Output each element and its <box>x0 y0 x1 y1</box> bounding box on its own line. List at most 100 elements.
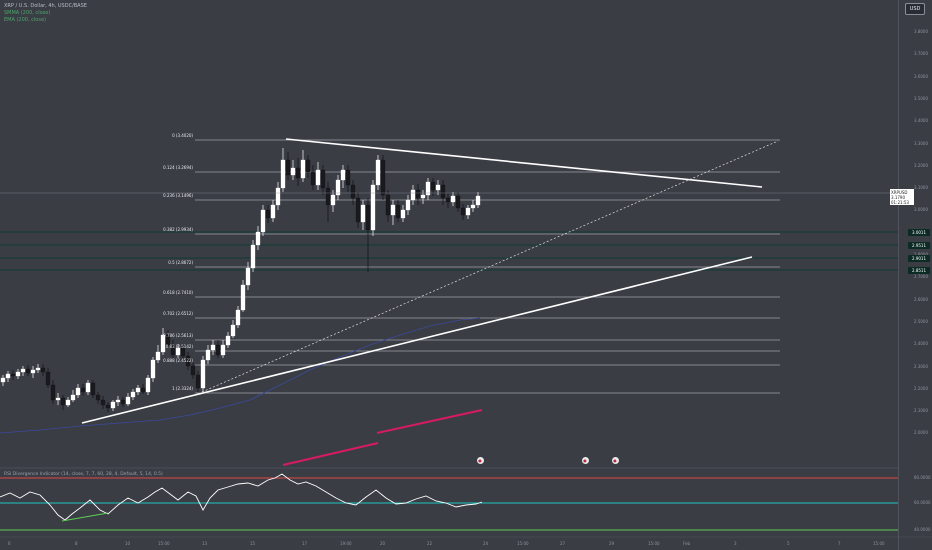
dotted-trendline[interactable] <box>201 140 779 393</box>
candle-body <box>250 244 256 269</box>
price-axis-tick: 3.8000 <box>914 29 928 34</box>
candle-body <box>365 204 371 231</box>
candle-body <box>460 207 466 216</box>
rsi-axis-tick: 40.0000 <box>914 527 931 532</box>
economic-event-icon[interactable]: ● <box>476 456 484 464</box>
candle-body <box>170 344 176 356</box>
price-axis-tick: 2.1000 <box>914 408 928 414</box>
candle-body <box>60 397 66 406</box>
candle-body <box>5 373 11 379</box>
projection-arrow[interactable] <box>376 409 483 434</box>
fib-level-label: 0.83 (2.5142) <box>165 344 193 349</box>
candle-body <box>25 368 31 374</box>
candle-body <box>435 184 441 191</box>
candle-body <box>215 344 221 356</box>
candlesticks <box>0 148 481 412</box>
current-price-countdown: 01:21:53 <box>891 200 909 205</box>
ema-indicator-label[interactable]: EMA (200, close) <box>4 17 46 23</box>
time-axis-label: 3 <box>734 541 737 546</box>
time-axis-label: 24 <box>483 541 489 546</box>
candle-body <box>205 349 211 361</box>
candle-body <box>255 231 261 246</box>
candle-body <box>135 387 141 393</box>
candle-body <box>465 207 471 216</box>
projection-arrow-rsi[interactable] <box>282 442 379 466</box>
candle-body <box>380 159 386 196</box>
candle-body <box>240 284 246 311</box>
candle-body <box>245 267 251 286</box>
candle-body <box>65 399 71 406</box>
support-price-tag: 2.9011 <box>908 254 930 262</box>
smma-indicator-label[interactable]: SMMA (200, close) <box>4 10 51 16</box>
time-axis-label: 22 <box>427 541 433 546</box>
candle-body <box>370 184 376 231</box>
fib-level-label: 0.236 (3.1496) <box>163 193 193 198</box>
candle-body <box>345 169 351 186</box>
candle-body <box>475 195 481 206</box>
candle-body <box>195 374 201 389</box>
economic-event-icon[interactable]: ● <box>581 456 589 464</box>
candle-body <box>260 209 266 233</box>
candle-body <box>440 184 446 199</box>
candle-body <box>160 334 166 353</box>
rsi-indicator-label[interactable]: RSI Divergence Indicator (14, close, 7, … <box>4 472 163 477</box>
price-axis-tick: 2.0000 <box>914 430 928 436</box>
support-lines[interactable] <box>0 231 898 271</box>
candle-body <box>340 169 346 181</box>
candle-body <box>395 204 401 219</box>
candle-body <box>50 384 56 401</box>
current-price-value: 3.1790 <box>891 195 905 200</box>
candle-body <box>350 184 356 199</box>
currency-button[interactable]: USD <box>905 3 925 15</box>
candle-body <box>90 382 96 396</box>
price-axis-tick: 2.2000 <box>914 385 928 391</box>
candle-body <box>400 209 406 219</box>
candle-body <box>80 387 86 393</box>
candle-body <box>430 181 436 191</box>
price-axis[interactable] <box>898 0 932 550</box>
candle-body <box>410 189 416 201</box>
candle-body <box>455 195 461 209</box>
rsi-axis-tick: 60.0000 <box>914 500 931 505</box>
candle-body <box>325 187 331 206</box>
candle-body <box>70 394 76 401</box>
candle-body <box>10 373 16 377</box>
economic-event-icon[interactable]: ● <box>611 456 619 464</box>
symbol-title[interactable]: XRP / U.S. Dollar, 4h, USDC/BASE <box>4 3 87 9</box>
fib-level-label: 0.124 (3.2694) <box>163 165 193 170</box>
price-axis-tick: 3.1000 <box>914 185 928 191</box>
fib-level-label: 0.382 (2.9934) <box>163 227 193 232</box>
candle-body <box>300 159 306 179</box>
candle-body <box>415 189 421 199</box>
candle-body <box>235 309 241 326</box>
support-price-tag: 3.0011 <box>908 228 930 236</box>
rsi-line <box>0 473 483 521</box>
chart-legend: XRP / U.S. Dollar, 4h, USDC/BASE SMMA (2… <box>4 3 87 24</box>
price-axis-tick: 2.6000 <box>914 296 928 302</box>
time-axis-label: 7 <box>838 541 841 546</box>
time-axis-label: 27 <box>560 541 566 546</box>
candle-body <box>390 204 396 216</box>
time-axis-label: 13 <box>202 541 208 546</box>
candle-body <box>220 344 226 356</box>
candle-body <box>175 347 181 356</box>
time-axis-label: 19:00 <box>340 541 352 546</box>
price-axis-tick: 2.3000 <box>914 363 928 369</box>
time-axis-label: 15:00 <box>517 541 529 546</box>
time-axis-label: 29 <box>609 541 615 546</box>
ascending-trendline[interactable] <box>81 256 753 424</box>
descending-trendline[interactable] <box>285 138 763 188</box>
candle-body <box>305 159 311 173</box>
price-axis-tick: 3.0000 <box>914 207 928 213</box>
candle-body <box>315 169 321 186</box>
candle-body <box>310 171 316 186</box>
candle-body <box>120 399 126 405</box>
candle-body <box>210 344 216 351</box>
candle-body <box>95 394 101 401</box>
candle-body <box>0 377 6 383</box>
price-axis-tick: 3.3000 <box>914 140 928 146</box>
candle-body <box>105 404 111 409</box>
fib-level-label: 0.786 (2.5613) <box>163 333 193 338</box>
candle-body <box>225 335 231 346</box>
